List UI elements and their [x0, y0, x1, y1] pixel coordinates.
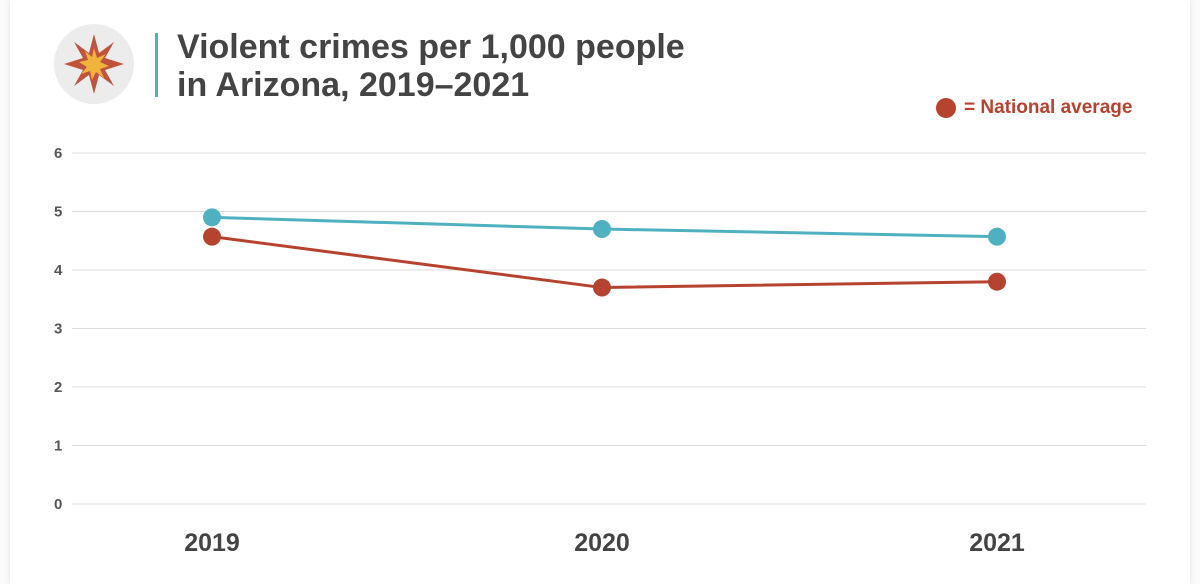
- data-point-arizona: [988, 227, 1006, 246]
- chart-title-line-1: Violent crimes per 1,000 people: [177, 28, 685, 66]
- y-tick-label: 4: [54, 262, 63, 279]
- legend-swatch-national: [936, 98, 956, 118]
- y-tick-label: 0: [54, 496, 62, 513]
- x-tick-label: 2021: [969, 529, 1025, 557]
- y-tick-label: 5: [54, 204, 62, 221]
- x-tick-label: 2020: [574, 529, 630, 557]
- data-point-national: [593, 278, 611, 297]
- y-tick-label: 3: [54, 321, 62, 338]
- legend-label-national: = National average: [964, 97, 1133, 118]
- logo: [54, 24, 134, 104]
- chart-title-line-2: in Arizona, 2019–2021: [177, 66, 530, 104]
- data-point-arizona: [203, 208, 221, 227]
- data-point-arizona: [593, 220, 611, 239]
- data-point-national: [203, 227, 221, 246]
- title-accent-bar: [155, 33, 158, 97]
- chart-title: Violent crimes per 1,000 people in Arizo…: [177, 28, 797, 104]
- y-tick-label: 2: [54, 379, 62, 396]
- y-tick-label: 6: [54, 145, 62, 162]
- x-tick-label: 2019: [184, 529, 240, 557]
- y-tick-label: 1: [54, 438, 62, 455]
- data-point-national: [988, 272, 1006, 291]
- explosion-burst-icon: [64, 34, 124, 94]
- legend: = National average: [936, 96, 1132, 120]
